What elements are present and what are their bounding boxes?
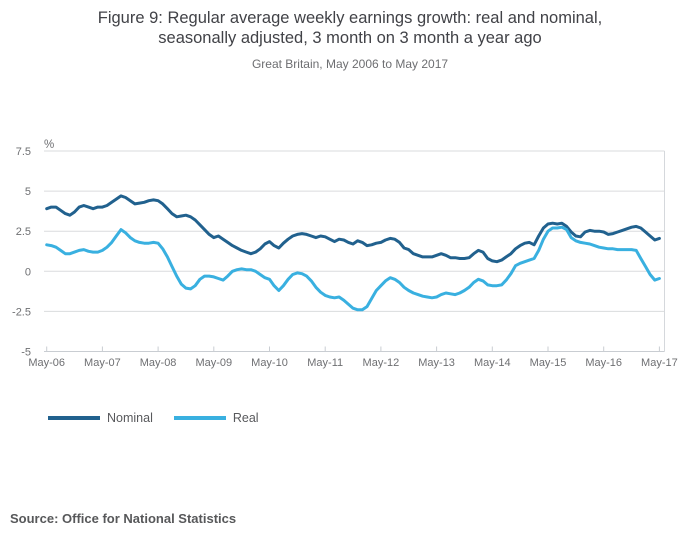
y-axis-tick-label: 2.5 xyxy=(16,226,31,238)
chart-legend: Nominal Real xyxy=(48,411,259,425)
x-axis-tick-label: May-13 xyxy=(418,357,455,369)
nominal-series-line xyxy=(45,194,661,264)
line-chart-canvas: 7.5 5 2.5 0 -2.5 -5% May-06 May-07 May-08 May-09 M… xyxy=(12,139,678,369)
x-axis-tick-label: May-17 xyxy=(641,357,678,369)
x-axis-tick-label: May-16 xyxy=(585,357,622,369)
legend-swatch-real-line xyxy=(173,416,226,420)
y-axis-tick-label: -5 xyxy=(21,347,31,359)
y-axis-tick-label: -2.5 xyxy=(12,306,31,318)
real-series-line xyxy=(45,225,661,312)
legend-label-real: Real xyxy=(232,411,259,425)
figure-title: Figure 9: Regular average weekly earning… xyxy=(0,9,700,48)
y-axis-tick-label: 7.5 xyxy=(16,146,31,158)
source-note: Source: Office for National Statistics xyxy=(10,511,237,526)
x-axis-tick-label: May-10 xyxy=(251,357,288,369)
legend-label-nominal: Nominal xyxy=(107,411,153,425)
y-axis-tick-label: 5 xyxy=(25,186,31,198)
figure-subtitle: Great Britain, May 2006 to May 2017 xyxy=(251,57,449,71)
figure-title-line-2: seasonally adjusted, 3 month on 3 month … xyxy=(158,28,542,47)
legend-item-nominal: Nominal xyxy=(48,411,153,425)
legend-swatch-nominal-line xyxy=(48,416,100,420)
x-axis-tick-label: May-11 xyxy=(307,357,343,369)
legend-item-real: Real xyxy=(173,411,259,425)
y-axis-unit-label: % xyxy=(44,139,54,151)
x-axis-tick-label: May-06 xyxy=(28,357,65,369)
y-axis-tick-label: 0 xyxy=(25,266,31,278)
x-axis-tick-label: May-09 xyxy=(195,357,232,369)
x-axis-tick-label: May-15 xyxy=(530,357,567,369)
x-axis-tick-label: May-08 xyxy=(140,357,177,369)
figure-title-line-1: Figure 9: Regular average weekly earning… xyxy=(97,9,603,27)
x-axis-tick-label: May-12 xyxy=(363,357,400,369)
x-axis-tick-label: May-07 xyxy=(84,357,121,369)
x-axis-tick-label: May-14 xyxy=(474,357,511,369)
